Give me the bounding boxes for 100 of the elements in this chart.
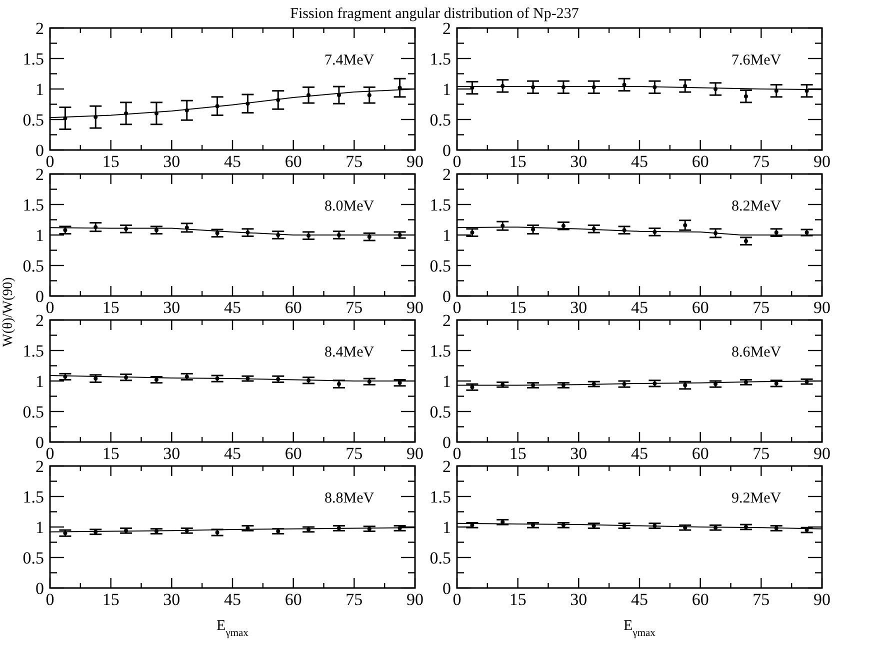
y-tick-label: 0.5 xyxy=(22,548,44,568)
point xyxy=(500,224,505,228)
y-axis-title: W(θ)/W(90) xyxy=(1,276,16,347)
point xyxy=(531,85,536,90)
point xyxy=(470,86,474,90)
annotation: 7.6MeV xyxy=(732,52,782,69)
x-tick-label: 75 xyxy=(752,444,770,463)
point xyxy=(744,94,748,98)
point xyxy=(246,102,250,106)
x-tick-label: 15 xyxy=(102,152,120,171)
y-tick-label: 2 xyxy=(36,311,44,330)
x-tick-label: 90 xyxy=(406,444,424,463)
y-tick-label: 2 xyxy=(36,165,44,184)
point xyxy=(652,85,657,90)
x-tick-label: 75 xyxy=(346,152,363,171)
y-tick-label: 2 xyxy=(442,19,451,38)
x-tick-label: 90 xyxy=(814,298,830,317)
x-tick-label: 15 xyxy=(102,298,120,317)
x-tick-label: 90 xyxy=(814,590,830,609)
x-tick-label: 75 xyxy=(752,298,770,317)
x-tick-label: 90 xyxy=(814,444,830,463)
y-tick-label: 1 xyxy=(442,80,451,99)
x-tick-label: 30 xyxy=(570,298,588,317)
x-tick-label: 90 xyxy=(406,590,424,609)
y-tick-label: 1.5 xyxy=(22,196,44,214)
x-tick-label: 75 xyxy=(346,590,363,609)
y-tick-label: 1 xyxy=(36,226,44,245)
y-tick-label: 1.5 xyxy=(22,342,44,360)
annotation: 8.8MeV xyxy=(324,490,374,507)
y-tick-label: 0.5 xyxy=(22,256,44,276)
x-tick-label: 45 xyxy=(224,590,241,609)
x-tick-label: 15 xyxy=(509,298,526,317)
point xyxy=(94,225,98,230)
x-tick-label: 30 xyxy=(163,444,180,463)
y-tick-label: 1 xyxy=(36,372,44,391)
point xyxy=(398,86,402,90)
y-tick-label: 1.5 xyxy=(430,488,451,506)
point xyxy=(592,85,596,90)
x-tick-label: 30 xyxy=(163,590,180,609)
x-tick-label: 60 xyxy=(692,298,709,317)
x-tick-label: 15 xyxy=(509,152,526,171)
x-tick-label: 60 xyxy=(692,152,709,171)
x-tick-label: 75 xyxy=(346,444,363,463)
point xyxy=(94,115,98,120)
x-tick-label: 45 xyxy=(631,590,648,609)
point xyxy=(714,231,718,236)
y-tick-label: 1 xyxy=(442,518,451,537)
x-tick-label: 75 xyxy=(752,590,770,609)
point xyxy=(63,116,68,120)
y-tick-label: 2 xyxy=(442,165,451,184)
x-tick-label: 30 xyxy=(570,444,588,463)
x-tick-label: 15 xyxy=(102,444,120,463)
annotation: 8.6MeV xyxy=(732,344,782,361)
x-tick-label: 30 xyxy=(163,298,180,317)
point xyxy=(683,84,688,88)
point xyxy=(306,93,311,98)
x-tick-label: 90 xyxy=(406,152,424,171)
y-tick-label: 0.5 xyxy=(22,110,44,130)
x-tick-label: 60 xyxy=(284,298,302,317)
y-tick-label: 1.5 xyxy=(22,50,44,68)
point xyxy=(276,98,280,102)
chart-title: Fission fragment angular distribution of Np-237 xyxy=(290,6,580,22)
y-tick-label: 0.5 xyxy=(430,548,451,568)
x-tick-label: 30 xyxy=(570,152,588,171)
point xyxy=(367,93,372,98)
x-tick-label: 90 xyxy=(406,298,424,317)
x-tick-label: 30 xyxy=(163,152,180,171)
x-tick-label: 15 xyxy=(509,590,526,609)
x-tick-label: 45 xyxy=(631,298,648,317)
y-tick-label: 1.5 xyxy=(430,342,451,360)
y-tick-label: 2 xyxy=(36,457,44,476)
y-tick-label: 2 xyxy=(36,19,44,38)
point xyxy=(561,85,566,90)
point xyxy=(336,93,341,98)
x-tick-label: 45 xyxy=(631,444,648,463)
y-tick-label: 1 xyxy=(442,226,451,245)
x-axis-title: E$_{γmax}$ xyxy=(624,618,656,638)
point xyxy=(683,223,688,228)
y-tick-label: 1.5 xyxy=(430,50,451,68)
point xyxy=(531,228,536,232)
point xyxy=(714,87,718,91)
point xyxy=(184,108,189,112)
point xyxy=(124,111,128,116)
y-tick-label: 2 xyxy=(442,311,451,330)
y-tick-label: 0.5 xyxy=(22,402,44,422)
x-tick-label: 15 xyxy=(509,444,526,463)
x-tick-label: 75 xyxy=(752,152,770,171)
annotation: 7.4MeV xyxy=(324,52,374,69)
y-tick-label: 1 xyxy=(36,518,44,537)
annotation: 8.0MeV xyxy=(324,198,374,215)
point xyxy=(500,84,505,88)
x-tick-label: 15 xyxy=(102,590,120,609)
y-tick-label: 0.5 xyxy=(430,110,451,130)
point xyxy=(154,111,158,116)
x-tick-label: 75 xyxy=(346,298,363,317)
y-tick-label: 1.5 xyxy=(430,196,451,214)
point xyxy=(215,104,220,108)
x-tick-label: 60 xyxy=(692,590,709,609)
annotation: 8.2MeV xyxy=(732,198,782,215)
y-tick-label: 0.5 xyxy=(430,256,451,276)
